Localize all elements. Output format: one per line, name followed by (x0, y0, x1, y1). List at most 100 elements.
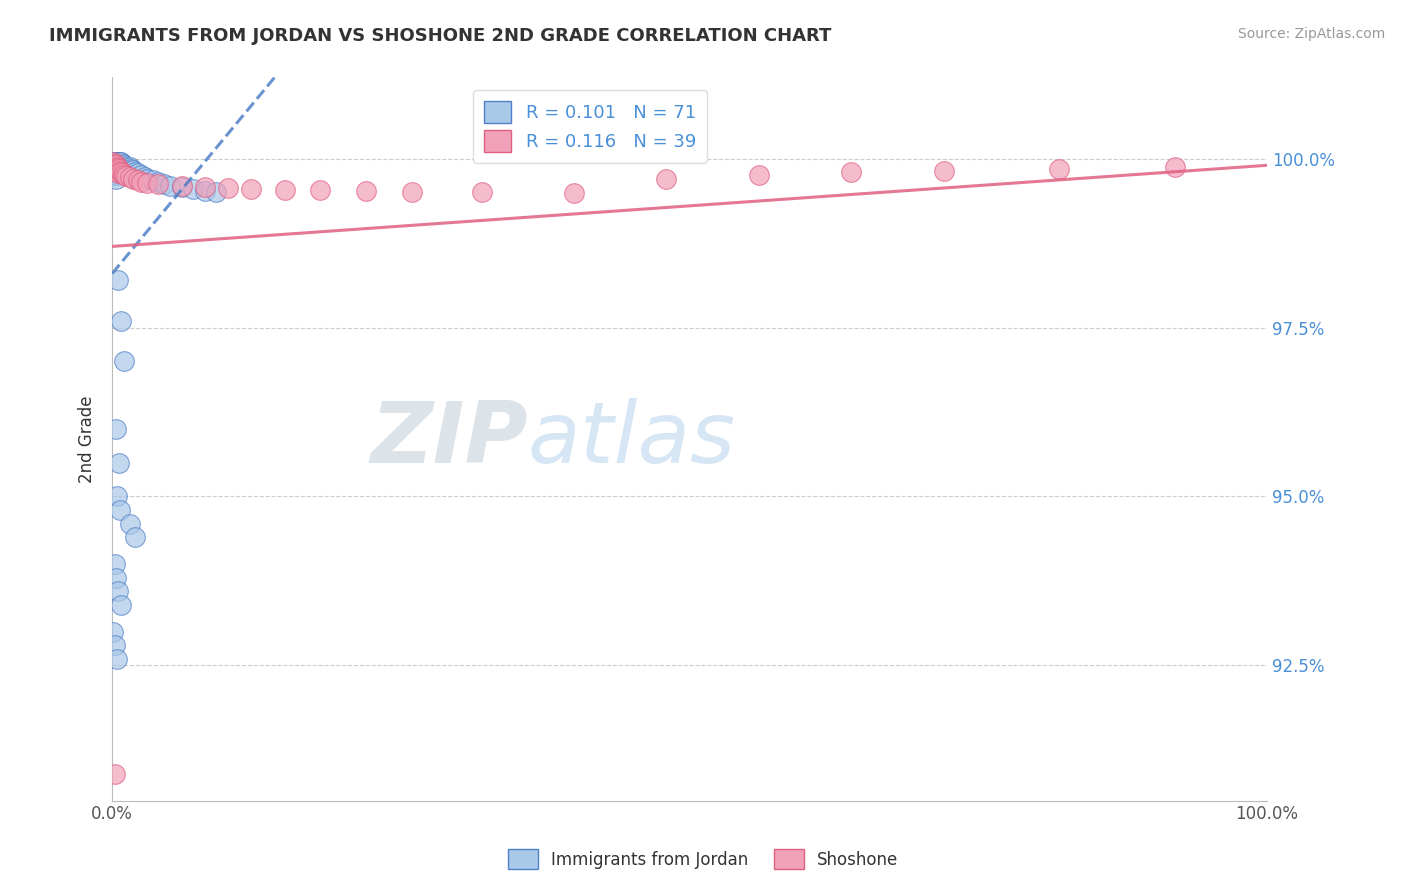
Point (105, 165, 128, 179)
Point (110, 503, 132, 517)
Point (239, 182, 262, 196)
Point (129, 175, 152, 189)
Text: ZIP: ZIP (370, 398, 527, 481)
Point (181, 182, 204, 196)
Point (103, 165, 125, 179)
Point (159, 178, 181, 193)
Point (124, 530, 146, 544)
Point (748, 169, 770, 183)
Point (122, 171, 145, 186)
Point (112, 158, 135, 172)
Legend: R = 0.101   N = 71, R = 0.116   N = 39: R = 0.101 N = 71, R = 0.116 N = 39 (474, 90, 707, 163)
Point (274, 183, 297, 197)
Point (103, 160, 125, 174)
Point (105, 158, 128, 172)
Point (105, 155, 128, 169)
Point (120, 161, 142, 176)
Point (103, 157, 125, 171)
Point (122, 163, 145, 178)
Point (135, 171, 157, 186)
Point (108, 158, 131, 172)
Point (103, 161, 125, 176)
Point (104, 169, 127, 183)
Point (103, 766, 125, 780)
Point (103, 169, 125, 183)
Point (103, 155, 125, 169)
Point (148, 175, 170, 189)
Point (107, 166, 129, 180)
Point (112, 168, 135, 182)
Point (401, 185, 423, 199)
Point (103, 155, 125, 169)
Point (932, 163, 955, 178)
Point (124, 165, 146, 179)
Point (112, 163, 135, 178)
Point (105, 490, 128, 504)
Point (356, 184, 378, 198)
Point (104, 165, 127, 179)
Point (107, 161, 129, 175)
Point (118, 160, 141, 174)
Point (110, 161, 132, 176)
Y-axis label: 2nd Grade: 2nd Grade (79, 395, 96, 483)
Point (194, 180, 217, 194)
Point (110, 314, 132, 328)
Point (104, 155, 127, 169)
Point (108, 161, 131, 176)
Point (105, 165, 128, 179)
Point (110, 165, 132, 179)
Point (839, 165, 862, 179)
Point (104, 163, 127, 178)
Point (103, 158, 125, 172)
Point (104, 171, 127, 186)
Point (108, 162, 131, 177)
Point (105, 160, 128, 174)
Point (104, 571, 127, 585)
Point (107, 158, 129, 172)
Point (108, 155, 131, 169)
Point (135, 176, 157, 190)
Point (105, 161, 128, 176)
Point (112, 354, 135, 368)
Point (103, 624, 125, 639)
Point (471, 186, 494, 200)
Point (205, 186, 228, 200)
Text: atlas: atlas (527, 398, 735, 481)
Point (105, 651, 128, 665)
Point (148, 178, 170, 192)
Point (110, 163, 132, 178)
Point (110, 160, 132, 174)
Point (108, 456, 131, 470)
Point (134, 170, 156, 185)
Point (107, 584, 129, 599)
Point (103, 638, 125, 652)
Point (111, 161, 134, 176)
Point (114, 160, 136, 174)
Point (115, 161, 138, 176)
Point (1163, 160, 1185, 174)
Point (217, 181, 239, 195)
Point (118, 516, 141, 531)
Point (562, 186, 585, 200)
Point (655, 171, 678, 186)
Point (110, 598, 132, 612)
Point (153, 177, 176, 191)
Point (115, 169, 138, 183)
Point (104, 158, 127, 172)
Point (103, 161, 125, 176)
Point (170, 180, 193, 194)
Point (103, 557, 125, 571)
Point (194, 184, 217, 198)
Text: IMMIGRANTS FROM JORDAN VS SHOSHONE 2ND GRADE CORRELATION CHART: IMMIGRANTS FROM JORDAN VS SHOSHONE 2ND G… (49, 27, 831, 45)
Point (110, 155, 132, 169)
Point (103, 155, 125, 169)
Point (129, 169, 152, 183)
Point (1047, 161, 1070, 176)
Point (127, 166, 149, 180)
Point (104, 161, 127, 176)
Point (110, 158, 132, 172)
Point (110, 155, 132, 169)
Point (309, 183, 332, 197)
Point (103, 158, 125, 172)
Point (127, 173, 149, 187)
